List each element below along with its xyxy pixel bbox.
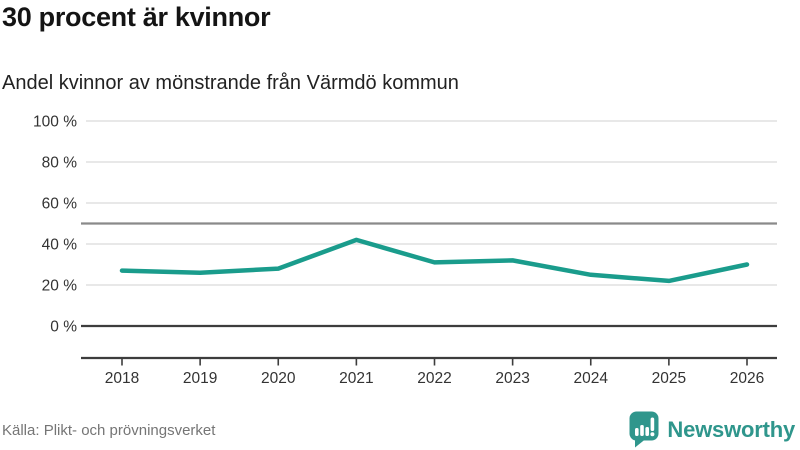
x-axis-tick-label: 2018 xyxy=(105,370,139,387)
chart-title: 30 procent är kvinnor xyxy=(2,2,271,32)
x-axis-tick-label: 2020 xyxy=(261,370,296,387)
x-axis-tick-label: 2025 xyxy=(652,370,686,387)
newsworthy-bubble-icon xyxy=(629,411,659,448)
y-axis-tick-label: 100 % xyxy=(33,114,77,131)
y-axis-tick-label: 40 % xyxy=(42,237,78,254)
y-axis-tick-label: 20 % xyxy=(42,278,78,295)
x-axis-tick-label: 2022 xyxy=(417,370,451,387)
x-axis-tick-label: 2026 xyxy=(730,370,764,387)
x-axis-tick-label: 2019 xyxy=(183,370,217,387)
y-axis-tick-label: 60 % xyxy=(42,196,78,213)
brand-wordmark: Newsworthy xyxy=(667,416,795,442)
x-axis-tick-label: 2021 xyxy=(339,370,373,387)
y-axis-tick-label: 0 % xyxy=(50,319,77,336)
chart-subtitle: Andel kvinnor av mönstrande från Värmdö … xyxy=(2,72,459,94)
x-axis-tick-label: 2024 xyxy=(574,370,609,387)
source-note: Källa: Plikt- och prövningsverket xyxy=(2,422,216,439)
brand-logo: Newsworthy xyxy=(629,411,795,448)
x-axis-tick-label: 2023 xyxy=(495,370,529,387)
data-line-andel-kvinnor xyxy=(119,237,750,284)
y-axis-tick-label: 80 % xyxy=(42,155,78,172)
